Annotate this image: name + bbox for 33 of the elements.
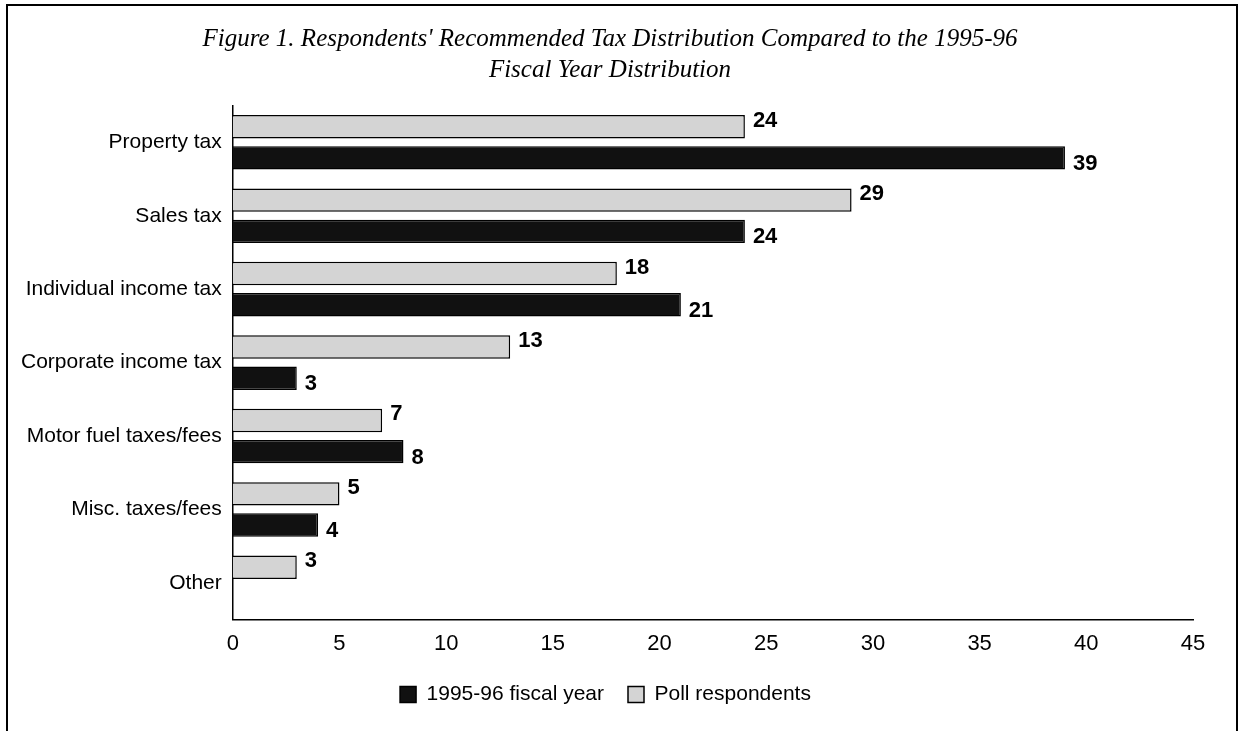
data-label: 13 xyxy=(518,327,543,353)
data-label: 24 xyxy=(752,106,779,132)
y-tick-label: Sales tax xyxy=(135,202,223,226)
x-tick-label: 35 xyxy=(967,629,992,655)
x-tick-label: 0 xyxy=(226,629,239,655)
y-tick-label: Property tax xyxy=(108,129,223,153)
x-tick-label: 40 xyxy=(1074,629,1099,655)
x-tick-label: 20 xyxy=(647,629,672,655)
data-label: 3 xyxy=(304,547,318,573)
data-label: 24 xyxy=(752,223,779,249)
y-tick-label: Misc. taxes/fees xyxy=(71,496,222,520)
y-tick-label: Other xyxy=(169,569,222,593)
legend-label: 1995-96 fiscal year xyxy=(426,681,605,705)
data-label: 21 xyxy=(688,296,714,322)
y-tick-label: Corporate income tax xyxy=(21,349,223,373)
data-label: 8 xyxy=(411,443,424,469)
x-tick-label: 30 xyxy=(860,629,886,655)
data-label: 39 xyxy=(1072,149,1098,175)
y-tick-label: Motor fuel taxes/fees xyxy=(26,422,222,446)
data-label: 7 xyxy=(390,400,403,426)
chart-title: Figure 1. Respondents' Recommended Tax Distribution Compared to the 1995-96 Fiscal Year Distribution xyxy=(201,23,1019,84)
legend-label: Poll respondents xyxy=(654,681,811,705)
x-tick-label: 15 xyxy=(540,629,566,655)
data-label: 18 xyxy=(624,253,650,279)
data-label: 5 xyxy=(347,473,360,499)
x-tick-label: 10 xyxy=(433,629,459,655)
x-tick-label: 5 xyxy=(333,629,346,655)
y-tick-label: Individual income tax xyxy=(25,275,223,299)
data-label: 3 xyxy=(304,370,318,396)
x-tick-label: 25 xyxy=(753,629,779,655)
data-label: 4 xyxy=(326,517,340,543)
data-label: 29 xyxy=(859,180,885,206)
x-tick-label: 45 xyxy=(1180,629,1206,655)
